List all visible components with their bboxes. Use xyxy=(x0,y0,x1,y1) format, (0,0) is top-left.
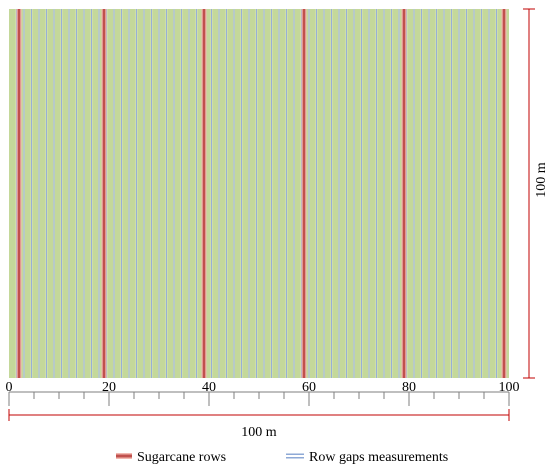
x-axis-tick-labels: 0 20 40 60 80 100 xyxy=(6,380,520,395)
row-gap-lines xyxy=(15,9,505,378)
field-area xyxy=(9,9,509,378)
x-axis: 0 20 40 60 80 100 xyxy=(6,380,520,406)
x-axis-tick-label: 80 xyxy=(402,380,416,395)
x-axis-ticks xyxy=(8,392,510,406)
x-axis-tick-label: 20 xyxy=(102,380,116,395)
legend-item-row-gaps: Row gaps measurements xyxy=(286,450,448,465)
vertical-dimension: 100 m xyxy=(523,8,549,379)
x-axis-tick-label: 60 xyxy=(302,380,316,395)
horizontal-dimension-label: 100 m xyxy=(241,425,277,440)
x-axis-tick-label: 0 xyxy=(6,380,13,395)
x-axis-tick-label: 100 xyxy=(499,380,520,395)
sugarcane-row-lines xyxy=(16,9,507,378)
horizontal-dimension: 100 m xyxy=(8,409,510,440)
legend: Sugarcane rows Row gaps measurements xyxy=(116,450,448,465)
legend-item-sugarcane-rows: Sugarcane rows xyxy=(116,450,226,465)
legend-label-sugarcane-rows: Sugarcane rows xyxy=(137,450,226,465)
x-axis-tick-label: 40 xyxy=(202,380,216,395)
vertical-dimension-label: 100 m xyxy=(534,162,549,198)
legend-label-row-gaps: Row gaps measurements xyxy=(309,450,448,465)
field-background xyxy=(9,9,509,378)
